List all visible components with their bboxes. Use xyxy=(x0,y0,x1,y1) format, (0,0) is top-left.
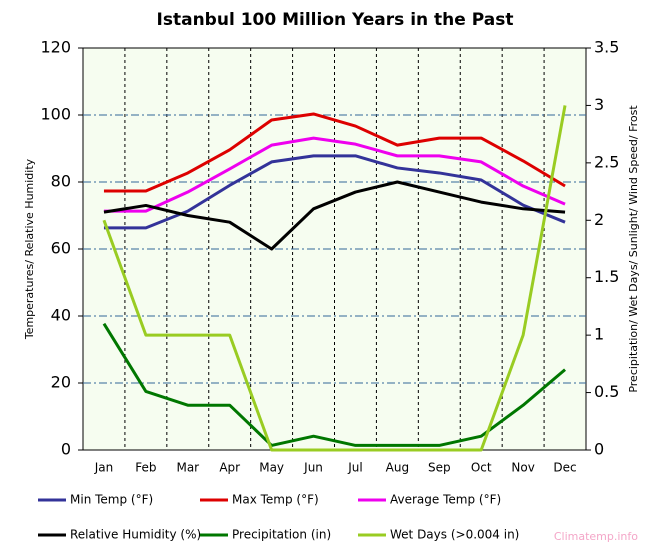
series-line xyxy=(103,112,566,193)
legend-label: Min Temp (°F) xyxy=(70,493,153,507)
y2-tick-label: 2.5 xyxy=(594,152,619,171)
x-tick-label: Apr xyxy=(219,461,240,475)
y-tick-label: 120 xyxy=(40,38,71,57)
legend-label: Max Temp (°F) xyxy=(232,493,319,507)
y2-tick-label: 1.5 xyxy=(594,267,619,286)
series-line xyxy=(103,180,566,251)
x-tick-label: Feb xyxy=(135,461,156,475)
y-tick-label: 80 xyxy=(51,172,71,191)
x-tick-label: Oct xyxy=(471,461,492,475)
y-tick-label: 100 xyxy=(40,105,71,124)
chart-title: Istanbul 100 Million Years in the Past xyxy=(157,10,514,30)
y2-axis-title: Precipitation/ Wet Days/ Sunlight/ Wind … xyxy=(627,105,640,393)
x-tick-label: Jun xyxy=(303,461,323,475)
x-tick-label: Jul xyxy=(347,461,362,475)
x-tick-label: Jan xyxy=(94,461,114,475)
x-tick-label: Sep xyxy=(428,461,451,475)
watermark: Climatemp.info xyxy=(554,530,638,543)
legend-label: Precipitation (in) xyxy=(232,528,331,542)
y2-tick-label: 0 xyxy=(594,440,604,459)
y2-tick-label: 3.5 xyxy=(594,38,619,57)
legend-label: Wet Days (>0.004 in) xyxy=(390,528,519,542)
y2-tick-label: 1 xyxy=(594,325,604,344)
legend-label: Average Temp (°F) xyxy=(390,493,501,507)
y2-tick-label: 2 xyxy=(594,210,604,229)
y-axis-title: Temperatures/ Relative Humidity xyxy=(23,158,36,340)
series-line xyxy=(102,105,567,452)
x-tick-label: Dec xyxy=(553,461,576,475)
x-tick-label: Aug xyxy=(386,461,409,475)
y-tick-label: 60 xyxy=(51,239,71,258)
series-line xyxy=(103,136,566,213)
y-tick-label: 0 xyxy=(61,440,71,459)
x-tick-label: Mar xyxy=(176,461,199,475)
y2-tick-label: 3 xyxy=(594,95,604,114)
x-tick-label: May xyxy=(259,461,284,475)
x-tick-label: Nov xyxy=(511,461,534,475)
y2-tick-label: 0.5 xyxy=(594,382,619,401)
y-tick-label: 20 xyxy=(51,373,71,392)
legend-label: Relative Humidity (%) xyxy=(70,528,201,542)
y-tick-label: 40 xyxy=(51,306,71,325)
